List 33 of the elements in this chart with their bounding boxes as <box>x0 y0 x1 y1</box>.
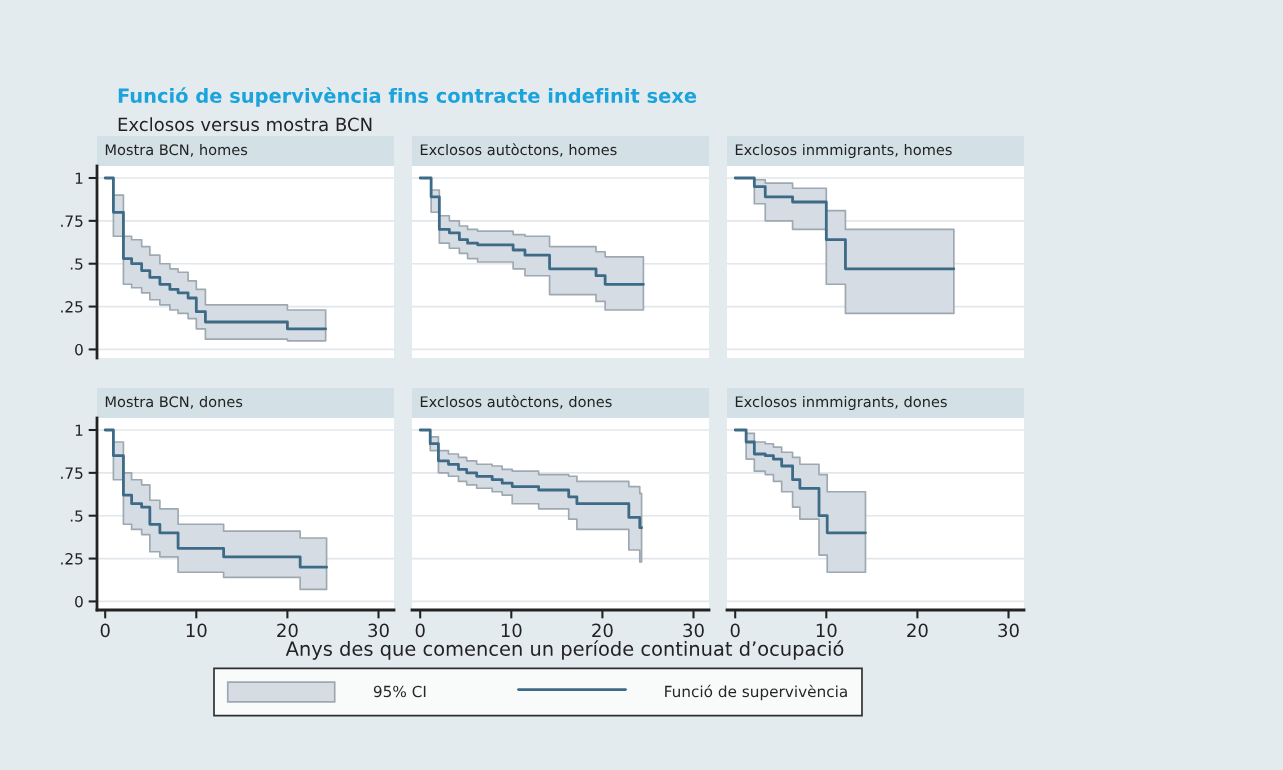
text: Funció de supervivència fins contracte indefinit sexe <box>118 87 697 107</box>
chart-title: Mostra BCN, homes <box>105 143 248 157</box>
y-tick-label: 1 <box>75 424 83 436</box>
y-tick-label: 0 <box>75 343 83 356</box>
x-tick-label: 30 <box>998 623 1019 638</box>
y-tick-label: .75 <box>61 215 83 227</box>
x-tick-label: 20 <box>907 623 928 638</box>
text: Exclosos versus mostra BCN <box>118 117 372 132</box>
x-tick-label: 30 <box>368 623 389 638</box>
text: Anys des que comencen un període continuat d’ocupació <box>285 640 844 660</box>
chart-title: Exclosos inmmigrants, dones <box>735 395 947 411</box>
y-tick-label: 1 <box>75 172 83 184</box>
x-tick-label: 0 <box>730 623 740 638</box>
x-tick-label: 10 <box>501 623 522 638</box>
y-tick-label: .75 <box>61 467 83 479</box>
y-tick-label: .5 <box>70 258 83 270</box>
x-tick-label: 20 <box>277 623 298 638</box>
chart-title: Mostra BCN, dones <box>105 395 243 409</box>
chart-title: Exclosos autòctons, homes <box>420 143 617 157</box>
text: 95% CI <box>373 685 426 698</box>
y-tick-label: .5 <box>70 510 83 522</box>
text: Funció de supervivència <box>665 684 847 701</box>
x-tick-label: 10 <box>816 623 837 638</box>
x-tick-label: 0 <box>415 623 425 638</box>
x-tick-label: 30 <box>683 623 704 638</box>
x-tick-label: 10 <box>186 623 207 638</box>
x-tick-label: 0 <box>100 623 110 638</box>
y-tick-label: .25 <box>61 301 83 313</box>
y-tick-label: 0 <box>75 595 83 608</box>
chart-title: Exclosos inmmigrants, homes <box>735 143 952 159</box>
y-tick-label: .25 <box>61 553 83 565</box>
x-tick-label: 20 <box>592 623 613 638</box>
chart-title: Exclosos autòctons, dones <box>420 395 612 409</box>
